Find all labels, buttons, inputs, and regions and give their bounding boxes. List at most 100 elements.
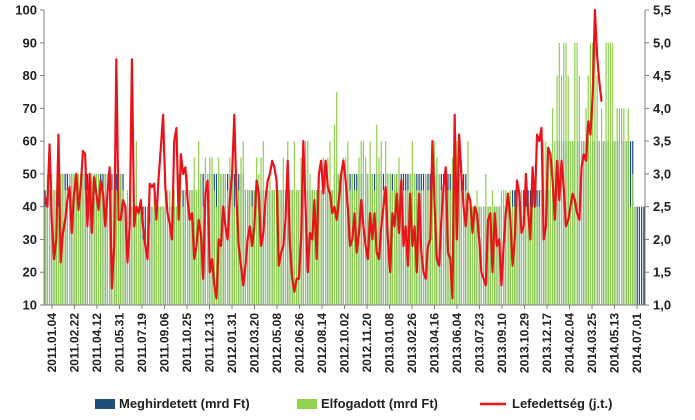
accepted-bar	[480, 206, 482, 305]
left-tick-label: 80	[23, 68, 37, 83]
accepted-bar	[302, 190, 304, 305]
accepted-bar	[471, 206, 474, 305]
accepted-bar	[487, 206, 489, 305]
accepted-bar	[574, 42, 576, 305]
accepted-bar	[333, 124, 336, 305]
accepted-bar	[51, 173, 53, 305]
accepted-bar	[405, 190, 407, 305]
accepted-bar	[547, 173, 549, 305]
accepted-bar	[494, 206, 496, 305]
x-tick-label: 2011.04.12	[90, 313, 104, 373]
accepted-bar	[144, 239, 146, 305]
accepted-bar	[623, 108, 625, 305]
accepted-bar	[311, 190, 313, 305]
right-tick-label: 3,5	[653, 134, 671, 149]
x-tick-label: 2012.06.26	[293, 313, 307, 373]
accepted-bar	[474, 206, 476, 305]
accepted-bar	[231, 173, 233, 305]
accepted-bar	[117, 173, 120, 305]
accepted-bar	[193, 157, 195, 305]
accepted-bar	[251, 206, 253, 305]
accepted-bar	[71, 173, 73, 305]
accepted-bar	[580, 141, 583, 305]
accepted-bar	[483, 206, 485, 305]
accepted-bar	[552, 108, 554, 305]
accepted-bar	[469, 206, 471, 305]
x-tick-label: 2013.07.23	[473, 313, 487, 373]
accepted-bar	[175, 206, 178, 305]
right-tick-label: 2,0	[653, 232, 671, 247]
accepted-bar	[476, 190, 478, 305]
accepted-bar	[224, 173, 227, 305]
accepted-bar	[313, 190, 316, 305]
legend-label-coverage: Lefedettség (j.t.)	[512, 396, 612, 411]
x-tick-label: 2011.10.25	[180, 313, 194, 373]
left-tick-label: 50	[23, 166, 37, 181]
accepted-bar	[616, 108, 618, 305]
x-tick-label: 2014.03.25	[585, 313, 599, 373]
accepted-bar	[57, 206, 60, 305]
accepted-bar	[440, 190, 442, 305]
accepted-bar	[376, 124, 378, 305]
accepted-bar	[585, 108, 587, 305]
accepted-bar	[418, 190, 420, 305]
accepted-bar	[353, 190, 356, 305]
accepted-bar	[267, 190, 269, 305]
announced-bar	[641, 206, 643, 305]
accepted-bar	[122, 190, 124, 305]
accepted-bar	[382, 190, 385, 305]
accepted-bar	[391, 190, 393, 305]
accepted-bar	[587, 75, 589, 305]
accepted-bar	[140, 206, 142, 305]
accepted-bar	[95, 173, 97, 305]
accepted-bar	[215, 206, 218, 305]
accepted-bar	[244, 190, 247, 305]
accepted-bar	[373, 190, 376, 305]
accepted-bar	[271, 190, 273, 305]
accepted-bar	[44, 206, 46, 305]
accepted-bar	[182, 206, 184, 305]
accepted-bar	[149, 223, 151, 305]
accepted-bar	[153, 190, 155, 305]
accepted-bar	[583, 141, 585, 305]
accepted-bar	[489, 206, 491, 305]
x-tick-label: 2012.11.20	[360, 313, 374, 373]
accepted-bar	[91, 173, 93, 305]
accepted-bar	[82, 173, 84, 305]
accepted-bar	[445, 190, 447, 305]
accepted-bar	[206, 173, 209, 305]
accepted-bar	[625, 141, 627, 305]
accepted-bar	[360, 141, 362, 305]
accepted-bar	[345, 157, 347, 305]
x-tick-label: 2012.03.20	[248, 313, 262, 373]
x-tick-label: 2012.10.02	[338, 313, 352, 373]
accepted-bar	[184, 190, 186, 305]
accepted-bar	[162, 206, 164, 305]
legend-label-announced: Meghirdetett (mrd Ft)	[119, 396, 250, 411]
accepted-bar	[227, 190, 229, 305]
accepted-bar	[296, 190, 298, 305]
accepted-bar	[560, 75, 563, 305]
accepted-bar	[151, 206, 153, 305]
accepted-bar	[598, 141, 600, 305]
x-tick-label: 2013.06.04	[450, 313, 464, 373]
x-tick-label: 2014.02.04	[563, 313, 577, 373]
accepted-bar	[120, 173, 122, 305]
accepted-bar	[531, 206, 534, 305]
accepted-bar	[618, 108, 621, 305]
accepted-bar	[569, 141, 572, 305]
accepted-bar	[102, 190, 104, 305]
accepted-bar	[425, 173, 427, 305]
accepted-bar	[46, 173, 48, 305]
accepted-bar	[324, 173, 327, 305]
accepted-bar	[594, 42, 596, 305]
accepted-bar	[66, 190, 68, 305]
accepted-bar	[538, 206, 540, 305]
accepted-bar	[106, 173, 109, 305]
accepted-bar	[578, 75, 580, 305]
accepted-bar	[340, 173, 342, 305]
accepted-bar	[280, 190, 282, 305]
accepted-bar	[558, 42, 560, 305]
accepted-bar	[80, 173, 82, 305]
x-tick-label: 2012.08.14	[315, 313, 329, 373]
